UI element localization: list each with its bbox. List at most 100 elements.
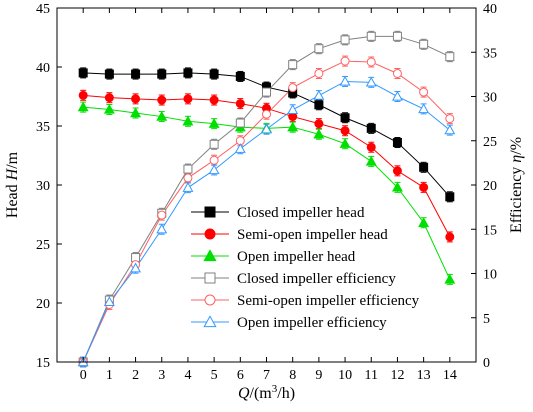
legend-marker xyxy=(204,228,216,240)
y-right-tick-label: 20 xyxy=(483,179,497,194)
x-tick-label: 11 xyxy=(365,368,378,383)
data-point xyxy=(183,68,193,78)
data-point xyxy=(103,103,115,114)
x-tick-label: 1 xyxy=(106,368,113,383)
y-left-tick-label: 40 xyxy=(36,61,50,76)
legend-label: Closed impeller efficiency xyxy=(237,271,396,287)
x-axis-sup: 3 xyxy=(272,383,278,395)
data-point xyxy=(340,56,350,66)
data-point xyxy=(208,118,220,128)
data-point xyxy=(288,83,298,93)
y-right-tick-label: 0 xyxy=(483,356,490,371)
data-point xyxy=(365,76,377,87)
data-point xyxy=(287,121,299,132)
legend-label: Open impeller efficiency xyxy=(237,315,387,331)
data-point xyxy=(234,143,246,153)
legend: Closed impeller head Semi-open impeller h… xyxy=(191,205,420,331)
y-right-tick-label: 5 xyxy=(483,312,490,327)
data-point xyxy=(156,110,168,121)
legend-label: Semi-open impeller head xyxy=(237,227,388,243)
data-point xyxy=(314,44,324,54)
data-point xyxy=(209,69,219,79)
data-point xyxy=(392,68,402,78)
data-point xyxy=(235,71,245,81)
y-left-tick-label: 20 xyxy=(36,297,50,312)
data-point xyxy=(314,100,324,110)
y-left-var: H xyxy=(4,167,21,181)
y-left-tick-label: 45 xyxy=(36,2,50,17)
data-point xyxy=(419,182,429,192)
data-point xyxy=(261,123,272,134)
legend-label: Semi-open impeller efficiency xyxy=(237,293,420,309)
data-point xyxy=(419,87,429,97)
data-point xyxy=(157,210,167,220)
data-point xyxy=(287,104,299,114)
data-point xyxy=(131,94,141,104)
data-point xyxy=(182,182,194,192)
y-right-tick-label: 15 xyxy=(483,223,497,238)
data-point xyxy=(366,57,376,67)
data-point xyxy=(209,95,219,105)
data-point xyxy=(419,162,429,172)
data-point xyxy=(444,273,456,284)
legend-marker xyxy=(203,249,217,262)
x-tick-label: 5 xyxy=(211,368,218,383)
data-point xyxy=(78,68,88,78)
data-point xyxy=(183,173,193,183)
data-point xyxy=(314,119,324,129)
data-point xyxy=(339,75,351,86)
y-right-tick-label: 10 xyxy=(483,268,497,283)
data-point xyxy=(444,124,456,135)
data-point xyxy=(77,101,89,112)
y-left-axis-title: Head H/m xyxy=(4,151,21,218)
data-point xyxy=(418,217,430,227)
data-point xyxy=(340,113,350,123)
data-point xyxy=(445,192,455,202)
legend-label: Closed impeller head xyxy=(237,205,365,221)
data-point xyxy=(183,164,193,174)
data-point xyxy=(288,60,298,70)
data-point xyxy=(418,103,430,114)
axes: 0 1 2 3 4 5 6 7 8 9 10 11 12 13 1415202530354045051015… xyxy=(36,2,497,383)
x-tick-label: 4 xyxy=(184,368,191,383)
x-tick-label: 7 xyxy=(263,368,270,383)
data-point xyxy=(235,118,245,128)
data-point xyxy=(313,128,325,139)
data-point xyxy=(209,139,219,149)
data-point xyxy=(262,109,271,119)
y-left-unit: /m xyxy=(4,151,21,168)
data-point xyxy=(365,155,377,166)
y-right-tick-label: 35 xyxy=(483,46,497,61)
data-point xyxy=(157,69,167,79)
series-markers xyxy=(77,31,456,367)
y-right-unit: /% xyxy=(508,137,525,155)
x-tick-label: 9 xyxy=(315,368,322,383)
data-point xyxy=(314,68,324,78)
data-point xyxy=(366,123,376,133)
data-point xyxy=(157,95,167,105)
y-left-tick-label: 25 xyxy=(36,238,50,253)
x-axis-suffix: /h) xyxy=(277,385,295,402)
x-tick-label: 2 xyxy=(132,368,139,383)
y-right-var: η xyxy=(508,155,525,163)
y-right-tick-label: 25 xyxy=(483,135,497,150)
legend-label: Open impeller head xyxy=(237,249,356,265)
data-point xyxy=(391,181,403,192)
legend-marker xyxy=(204,272,216,284)
data-point xyxy=(209,155,219,165)
y-right-prefix: Efficiency xyxy=(508,163,525,233)
data-point xyxy=(391,90,403,101)
x-tick-label: 3 xyxy=(158,368,165,383)
data-point xyxy=(340,126,350,136)
y-right-axis-title: Efficiency η/% xyxy=(508,137,525,233)
legend-marker xyxy=(204,294,216,306)
data-point xyxy=(392,138,402,148)
x-axis-unit: /(m xyxy=(250,385,273,402)
y-left-prefix: Head xyxy=(4,180,21,218)
data-point xyxy=(366,142,376,152)
legend-marker xyxy=(204,206,216,218)
data-point xyxy=(340,35,350,45)
data-point xyxy=(262,87,271,97)
data-point xyxy=(104,93,114,103)
